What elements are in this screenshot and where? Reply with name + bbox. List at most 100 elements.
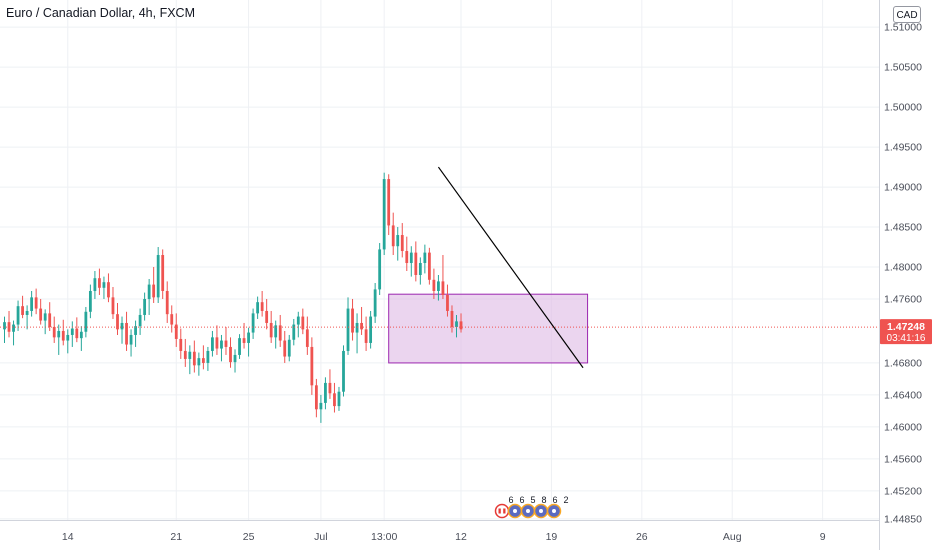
candle-body bbox=[251, 313, 255, 333]
candle-body bbox=[238, 338, 241, 355]
last-price-value: 1.47248 bbox=[887, 321, 925, 333]
candle-body bbox=[206, 350, 210, 363]
candle-body bbox=[147, 284, 151, 299]
candle-body bbox=[174, 324, 178, 339]
x-tick-label: Jul bbox=[314, 531, 327, 543]
candle-body bbox=[459, 321, 463, 330]
candle-body bbox=[116, 314, 119, 330]
event-icon-dot bbox=[552, 509, 556, 513]
candle-body bbox=[134, 326, 137, 335]
candle-body bbox=[301, 316, 305, 330]
candle-body bbox=[39, 308, 43, 321]
y-tick-label: 1.51000 bbox=[884, 22, 922, 34]
candle-body bbox=[152, 284, 156, 298]
y-tick-label: 1.48000 bbox=[884, 262, 922, 274]
candle-body bbox=[224, 340, 228, 347]
candle-body bbox=[337, 391, 341, 407]
event-icon[interactable] bbox=[520, 503, 536, 519]
event-count: 8 bbox=[541, 495, 546, 505]
candle-body bbox=[260, 302, 264, 311]
candle-body bbox=[165, 290, 169, 315]
y-tick-label: 1.47600 bbox=[884, 293, 922, 305]
candle-body bbox=[93, 278, 97, 291]
candle-body bbox=[378, 249, 382, 290]
candle-body bbox=[129, 334, 133, 345]
candle-body bbox=[446, 294, 449, 311]
drawings bbox=[388, 166, 589, 369]
candle-body bbox=[201, 358, 205, 363]
y-tick-label: 1.49500 bbox=[884, 142, 922, 154]
candle-body bbox=[183, 350, 187, 359]
candle-body bbox=[423, 252, 427, 264]
event-icon-dot bbox=[539, 509, 543, 513]
candle-body bbox=[418, 263, 422, 275]
x-tick-label: 19 bbox=[546, 531, 558, 543]
candle-body bbox=[215, 337, 219, 349]
candle-body bbox=[179, 338, 183, 351]
candle-body bbox=[333, 393, 336, 407]
chart-title: Euro / Canadian Dollar, 4h, FXCM bbox=[6, 6, 195, 20]
event-icon[interactable] bbox=[533, 503, 549, 519]
event-icon[interactable] bbox=[546, 503, 562, 519]
y-tick-label: 1.46000 bbox=[884, 421, 922, 433]
candle-body bbox=[351, 308, 354, 333]
y-tick-label: 1.46400 bbox=[884, 389, 922, 401]
candle-body bbox=[120, 322, 124, 330]
candle-body bbox=[355, 322, 359, 333]
candle-body bbox=[427, 252, 431, 280]
candle-body bbox=[70, 328, 74, 335]
candle-body bbox=[3, 322, 6, 330]
candle-body bbox=[170, 314, 174, 325]
event-icon-dot bbox=[513, 509, 517, 513]
candle-body bbox=[220, 340, 223, 349]
x-tick-label: 21 bbox=[170, 531, 182, 543]
candle-body bbox=[61, 330, 65, 341]
candle-body bbox=[12, 324, 15, 332]
candle-body bbox=[84, 311, 88, 332]
x-tick-label: 9 bbox=[820, 531, 826, 543]
candle-body bbox=[66, 334, 70, 341]
candle-body bbox=[314, 385, 318, 410]
last-price-countdown: 03:41:16 bbox=[887, 333, 926, 344]
currency-badge[interactable]: CAD bbox=[893, 6, 921, 23]
candle-body bbox=[382, 179, 386, 250]
event-count: 6 bbox=[519, 495, 524, 505]
candle-body bbox=[328, 382, 332, 394]
event-icon-dot bbox=[526, 509, 530, 513]
candle-body bbox=[242, 338, 246, 343]
candle-body bbox=[450, 310, 454, 327]
candle-body bbox=[247, 332, 250, 343]
candle-body bbox=[102, 282, 106, 288]
candles bbox=[3, 172, 463, 423]
range-box bbox=[388, 293, 589, 364]
candle-body bbox=[455, 321, 458, 327]
x-tick-label: 13:00 bbox=[371, 531, 397, 543]
candle-body bbox=[324, 382, 327, 403]
event-count: 6 bbox=[552, 495, 557, 505]
y-tick-label: 1.45600 bbox=[884, 453, 922, 465]
candle-body bbox=[79, 331, 83, 339]
candle-body bbox=[360, 322, 363, 330]
candle-body bbox=[197, 358, 201, 366]
x-tick-label: 26 bbox=[636, 531, 648, 543]
trendline bbox=[437, 166, 584, 369]
x-tick-label: 12 bbox=[455, 531, 467, 543]
candle-body bbox=[310, 346, 314, 386]
event-icon[interactable] bbox=[507, 503, 523, 519]
y-tick-label: 1.49000 bbox=[884, 182, 922, 194]
y-tick-label: 1.45200 bbox=[884, 485, 922, 497]
candle-body bbox=[98, 278, 101, 288]
candle-body bbox=[405, 251, 409, 264]
candle-body bbox=[364, 329, 368, 343]
candle-body bbox=[43, 313, 47, 321]
flag-icon[interactable] bbox=[494, 503, 510, 519]
candle-body bbox=[233, 354, 237, 363]
flag-icon-stripe bbox=[500, 508, 504, 514]
candle-body bbox=[387, 179, 391, 226]
candle-body bbox=[305, 329, 309, 347]
candle-body bbox=[342, 350, 345, 392]
